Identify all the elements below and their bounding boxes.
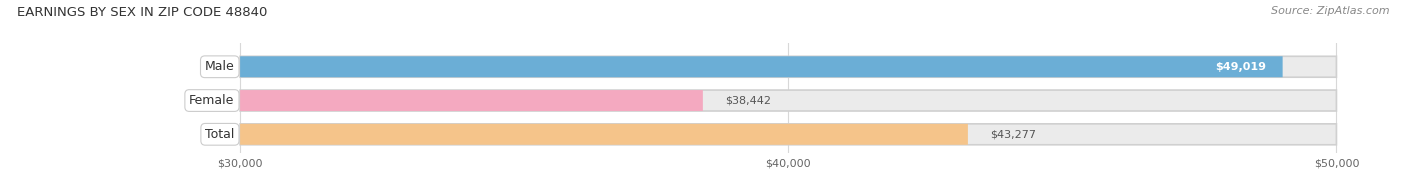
FancyBboxPatch shape xyxy=(240,56,1337,77)
FancyBboxPatch shape xyxy=(240,124,1337,145)
Text: Source: ZipAtlas.com: Source: ZipAtlas.com xyxy=(1271,6,1389,16)
Text: EARNINGS BY SEX IN ZIP CODE 48840: EARNINGS BY SEX IN ZIP CODE 48840 xyxy=(17,6,267,19)
Text: $38,442: $38,442 xyxy=(724,95,770,105)
FancyBboxPatch shape xyxy=(240,90,1337,111)
Text: Total: Total xyxy=(205,128,235,141)
Text: $49,019: $49,019 xyxy=(1215,62,1267,72)
FancyBboxPatch shape xyxy=(240,56,1282,77)
Text: Female: Female xyxy=(190,94,235,107)
FancyBboxPatch shape xyxy=(240,124,967,145)
Text: Male: Male xyxy=(205,60,235,73)
Text: $43,277: $43,277 xyxy=(990,129,1036,139)
FancyBboxPatch shape xyxy=(240,90,703,111)
